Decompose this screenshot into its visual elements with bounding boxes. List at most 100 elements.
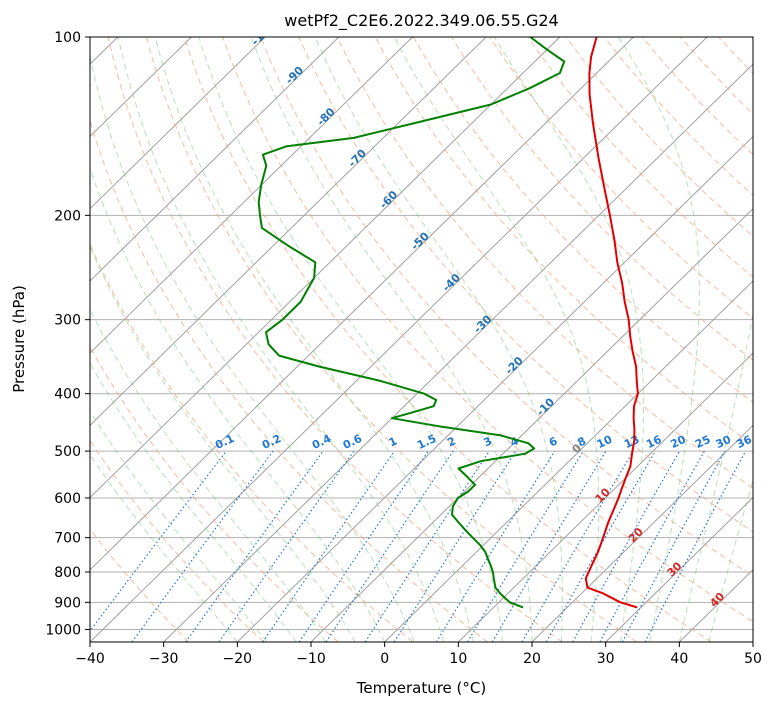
mixing-ratio-label: 1 [387,434,399,449]
isotherm-gridline [531,424,753,642]
dry-adiabat-lines [90,37,775,642]
mixing-ratio-label: 6 [547,434,560,449]
dry-adiabat-label: 20 [626,525,646,545]
dry-adiabat [757,37,775,642]
dry-adiabat [489,37,753,320]
y-tick-label: 400 [54,387,81,403]
dewpoint-profile-line [257,37,566,609]
mixing-ratio-line [599,450,705,642]
mixing-ratio-label: 0.4 [310,432,333,452]
mixing-ratio-line [262,450,395,642]
y-axis-ticks: 100 200 300 400 500 600 700 800 900 1000 [45,30,90,638]
isotherm-gridlines [90,37,753,642]
moist-adiabat [90,53,415,642]
mixing-ratio-line [393,450,517,642]
mixing-ratio-line [218,450,355,642]
x-tick-label: −10 [296,651,326,667]
dry-adiabat-label: -90 [283,64,306,87]
mixing-ratio-line [325,450,454,642]
dry-adiabat [90,439,264,642]
dry-adiabat-label: 10 [593,485,613,505]
moist-adiabat [117,37,445,642]
isotherm-gridline [90,37,708,642]
dry-adiabat-label: 40 [707,590,727,610]
mixing-ratio-line [621,450,726,642]
mixing-ratio-label: 0.1 [213,432,236,452]
dry-adiabat [451,37,753,361]
x-tick-label: −30 [149,651,179,667]
moist-adiabat [154,37,474,642]
isotherm-gridline [90,37,340,282]
mixing-ratio-line [185,450,324,642]
mixing-ratio-label: 3 [482,434,494,449]
dry-adiabat [90,528,190,642]
dry-adiabat [183,37,712,642]
dry-adiabat [222,37,753,623]
mixing-ratio-line [364,450,490,642]
y-tick-label: 800 [54,565,81,581]
dry-adiabat-label: -30 [471,312,494,335]
mixing-ratio-label: 13 [622,433,641,451]
mixing-ratio-label: 16 [644,433,664,451]
temperature-profile-line [584,37,639,609]
mixing-ratio-label: 10 [595,433,615,451]
isotherm-gridline [90,37,634,571]
dry-adiabat-label: -100 [249,19,278,48]
moist-adiabat [90,245,356,642]
isotherm-gridline [163,63,753,642]
x-tick-label: −40 [75,651,105,667]
mixing-ratio-line [644,450,747,642]
dry-adiabat [90,119,488,642]
moist-adiabat [678,37,753,642]
dry-adiabat [527,37,753,278]
moist-adiabat [708,478,753,642]
x-tick-label: −20 [223,651,253,667]
dry-adiabat [90,242,414,642]
chart-title: wetPf2_C2E6.2022.349.06.55.G24 [284,11,558,31]
dry-adiabat [412,37,753,403]
dry-adiabat [680,37,753,115]
dry-adiabat [107,37,563,642]
isotherm-gridline [384,280,753,642]
dry-adiabat-label: -20 [503,354,526,377]
x-axis-ticks: −40 −30 −20 −10 0 10 20 30 40 50 [75,642,762,667]
isotherm-gridline [90,37,192,138]
y-tick-label: 500 [54,444,81,460]
isotherm-gridline [90,37,413,354]
moist-adiabat [250,37,533,642]
moist-adiabat [493,37,645,642]
moist-adiabat [618,37,700,642]
isotherm-gridline [90,37,487,427]
moist-adiabat [90,453,238,642]
y-tick-label: 600 [54,491,81,507]
mixing-ratio-line [131,450,274,642]
y-tick-label: 200 [54,208,81,224]
isotherm-gridline [90,37,561,499]
isotherm-gridline [605,496,753,642]
mixing-ratio-label: 30 [714,433,734,451]
mixing-ratio-line [466,450,584,642]
sounding-profiles [257,37,639,609]
moist-adiabat [90,409,268,642]
dry-adiabat [260,37,753,577]
mixing-ratio-label: 25 [693,433,712,451]
isotherm-gridline [457,352,753,642]
x-tick-label: 40 [670,651,688,667]
dry-adiabat-label: -60 [377,188,400,211]
dry-adiabat-label: -10 [534,395,557,418]
x-tick-label: 50 [744,651,762,667]
dry-adiabat [641,37,753,156]
moist-adiabat [394,37,600,642]
moist-adiabat [314,37,563,642]
plot-area: 0.1 0.2 0.4 0.6 1 1.5 2 3 4 6 8 10 13 16 20 25 30 36-100-… [90,19,775,642]
y-tick-label: 300 [54,313,81,329]
mixing-ratio-line [298,450,429,642]
x-tick-label: 20 [523,651,541,667]
isotherm-gridline [236,135,753,642]
mixing-ratio-label: 20 [668,433,688,451]
moist-adiabat-lines [90,37,753,642]
isotherm-gridline [752,641,753,642]
isobar-gridlines [90,37,753,630]
mixing-ratio-label: 36 [734,433,754,451]
